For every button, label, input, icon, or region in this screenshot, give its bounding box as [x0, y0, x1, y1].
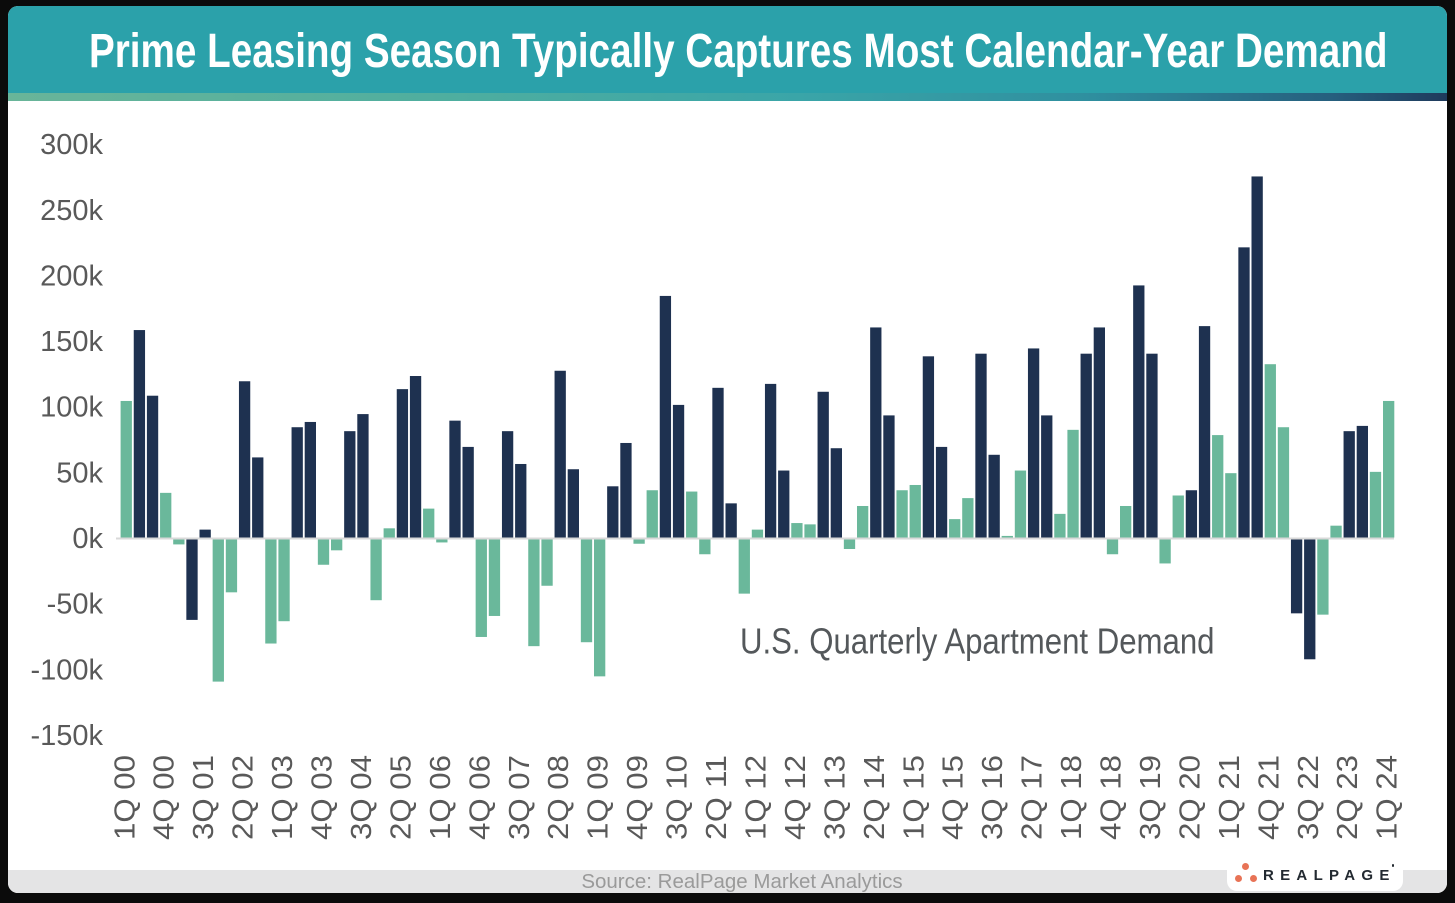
svg-text:-50k: -50k [47, 589, 104, 621]
svg-text:4Q 09: 4Q 09 [622, 755, 654, 840]
svg-text:3Q 07: 3Q 07 [504, 755, 536, 840]
svg-text:3Q 13: 3Q 13 [819, 755, 851, 840]
svg-text:1Q 24: 1Q 24 [1372, 755, 1404, 840]
svg-text:150k: 150k [40, 326, 103, 358]
svg-text:-100k: -100k [30, 654, 103, 686]
svg-text:1Q 18: 1Q 18 [1056, 755, 1088, 840]
svg-text:2Q 02: 2Q 02 [228, 755, 260, 840]
svg-text:2Q 20: 2Q 20 [1174, 755, 1206, 840]
svg-text:2Q 08: 2Q 08 [543, 755, 575, 840]
svg-text:250k: 250k [40, 195, 103, 227]
svg-text:2Q 23: 2Q 23 [1332, 755, 1364, 840]
svg-text:1Q 12: 1Q 12 [740, 755, 772, 840]
svg-text:3Q 22: 3Q 22 [1293, 755, 1325, 840]
svg-text:1Q 06: 1Q 06 [425, 755, 457, 840]
svg-text:3Q 16: 3Q 16 [977, 755, 1009, 840]
svg-text:U.S. Quarterly Apartment Deman: U.S. Quarterly Apartment Demand [740, 622, 1215, 662]
svg-text:2Q 14: 2Q 14 [859, 755, 891, 840]
svg-text:2Q 17: 2Q 17 [1017, 755, 1049, 840]
svg-text:4Q 00: 4Q 00 [149, 755, 181, 840]
svg-text:50k: 50k [56, 457, 103, 489]
svg-text:1Q 09: 1Q 09 [583, 755, 615, 840]
svg-text:4Q 15: 4Q 15 [938, 755, 970, 840]
svg-text:1Q 15: 1Q 15 [898, 755, 930, 840]
svg-text:4Q 12: 4Q 12 [780, 755, 812, 840]
svg-text:1Q 03: 1Q 03 [267, 755, 299, 840]
svg-text:4Q 18: 4Q 18 [1096, 755, 1128, 840]
svg-text:-150k: -150k [30, 720, 103, 752]
svg-text:3Q 01: 3Q 01 [188, 755, 220, 840]
svg-text:100k: 100k [40, 392, 103, 424]
svg-text:2Q 11: 2Q 11 [701, 755, 733, 840]
svg-text:3Q 19: 3Q 19 [1135, 755, 1167, 840]
svg-text:0k: 0k [72, 523, 103, 555]
svg-text:4Q 03: 4Q 03 [307, 755, 339, 840]
svg-text:1Q 00: 1Q 00 [109, 755, 141, 840]
svg-text:4Q 06: 4Q 06 [464, 755, 496, 840]
svg-text:1Q 21: 1Q 21 [1214, 755, 1246, 840]
svg-text:200k: 200k [40, 260, 103, 292]
svg-text:3Q 10: 3Q 10 [662, 755, 694, 840]
svg-text:2Q 05: 2Q 05 [385, 755, 417, 840]
svg-text:3Q 04: 3Q 04 [346, 755, 378, 840]
svg-text:4Q 21: 4Q 21 [1253, 755, 1285, 840]
svg-text:300k: 300k [40, 129, 103, 161]
